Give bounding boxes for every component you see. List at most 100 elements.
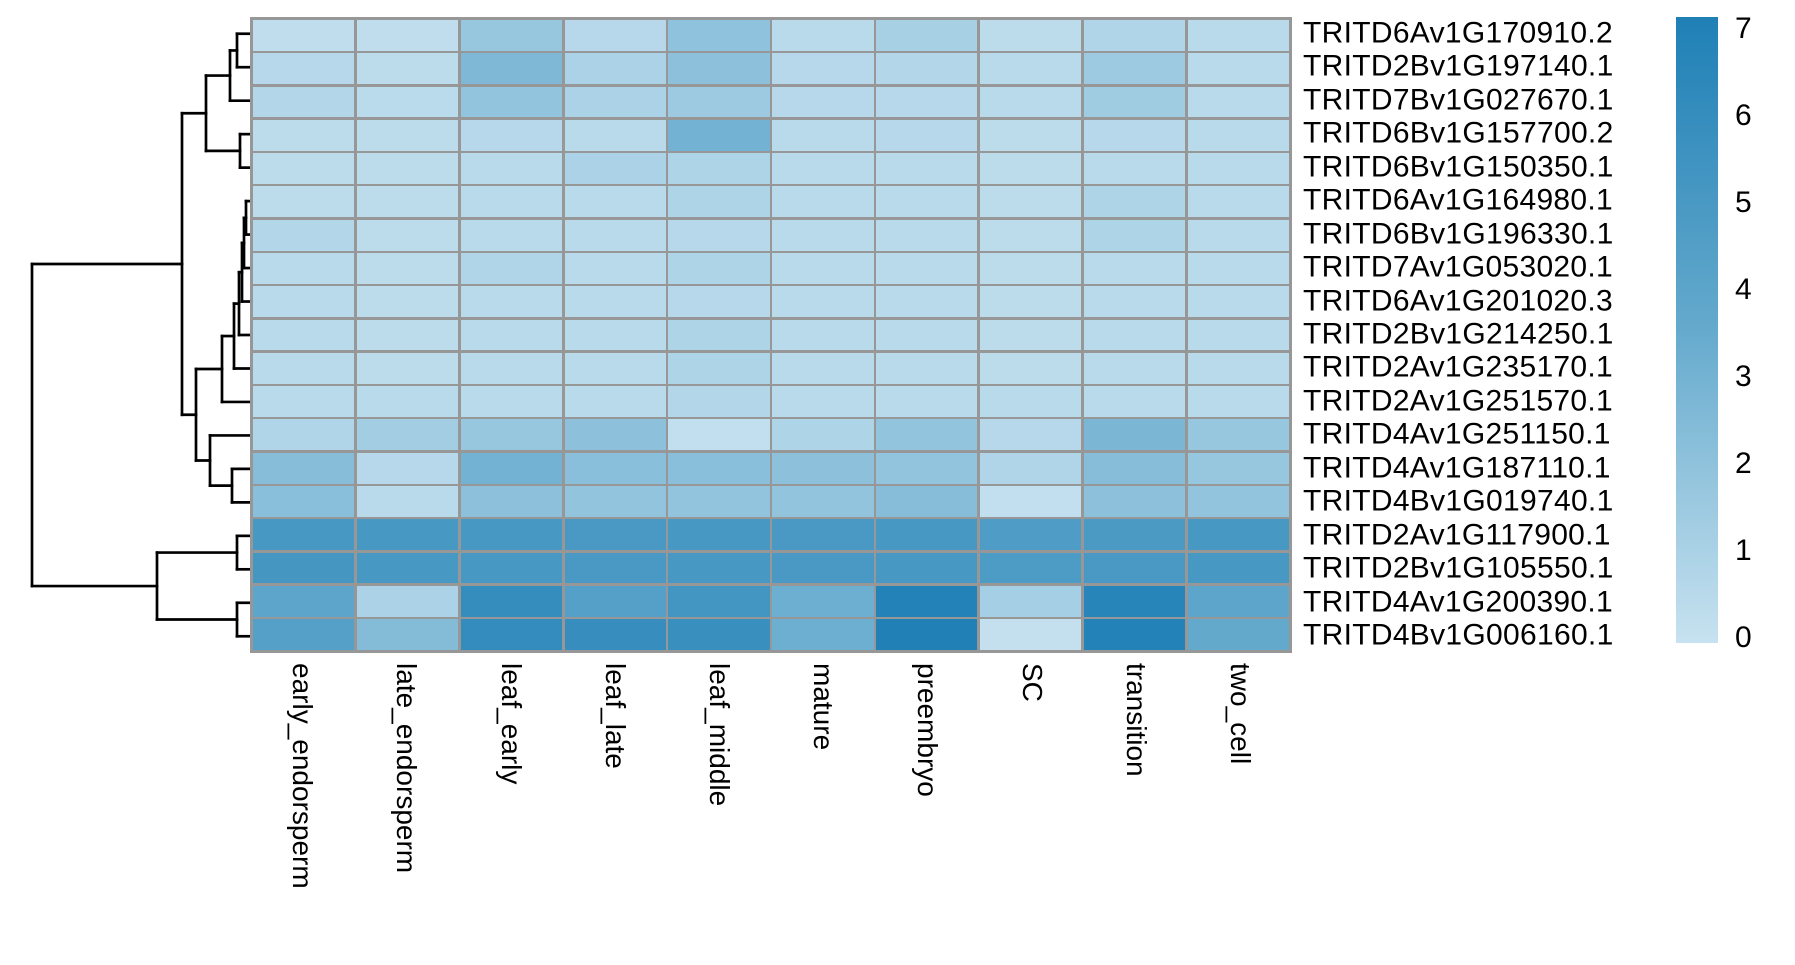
heatmap-cell bbox=[253, 153, 355, 184]
column-label: leaf_early bbox=[495, 663, 527, 785]
heatmap-cell bbox=[772, 186, 874, 218]
heatmap-cell bbox=[356, 619, 459, 650]
heatmap-cell bbox=[979, 153, 1082, 184]
heatmap-cell bbox=[460, 153, 563, 184]
heatmap-cell bbox=[460, 219, 563, 251]
heatmap-cell bbox=[1187, 352, 1289, 384]
heatmap-cell bbox=[253, 419, 355, 451]
heatmap-cell bbox=[772, 486, 874, 517]
heatmap-cell bbox=[1187, 486, 1289, 517]
heatmap-cell bbox=[1083, 153, 1186, 184]
row-label: TRITD2Bv1G214250.1 bbox=[1303, 317, 1614, 351]
heatmap-cell bbox=[253, 452, 355, 484]
heatmap-cell bbox=[668, 286, 770, 318]
colorbar-tick-label: 7 bbox=[1735, 12, 1752, 45]
heatmap-cell bbox=[253, 86, 355, 118]
heatmap-cell bbox=[668, 53, 770, 85]
heatmap-cell bbox=[564, 286, 666, 318]
heatmap-cell bbox=[979, 186, 1082, 218]
heatmap-cell bbox=[564, 452, 666, 484]
heatmap-cell bbox=[668, 519, 770, 551]
heatmap-cell bbox=[668, 619, 770, 650]
heatmap-cell bbox=[772, 253, 874, 284]
heatmap-cell bbox=[460, 253, 563, 284]
heatmap-cell bbox=[979, 119, 1082, 151]
heatmap-cell bbox=[772, 552, 874, 584]
heatmap-cell bbox=[979, 486, 1082, 517]
row-label: TRITD7Av1G053020.1 bbox=[1303, 250, 1614, 284]
heatmap-cell bbox=[1083, 452, 1186, 484]
heatmap-cell bbox=[772, 386, 874, 417]
heatmap-cell bbox=[668, 486, 770, 517]
heatmap-cell bbox=[1187, 286, 1289, 318]
heatmap-cell bbox=[772, 452, 874, 484]
heatmap-cell bbox=[460, 352, 563, 384]
heatmap-cell bbox=[564, 219, 666, 251]
heatmap-cell bbox=[460, 386, 563, 417]
heatmap-cell bbox=[460, 319, 563, 351]
heatmap-cell bbox=[876, 186, 978, 218]
heatmap-cell bbox=[253, 319, 355, 351]
row-label: TRITD2Av1G117900.1 bbox=[1303, 518, 1611, 552]
heatmap-cell bbox=[460, 419, 563, 451]
heatmap-cell bbox=[876, 286, 978, 318]
heatmap-cell bbox=[1083, 319, 1186, 351]
row-label: TRITD4Av1G251150.1 bbox=[1303, 417, 1611, 451]
heatmap-cell bbox=[979, 619, 1082, 650]
heatmap-cell bbox=[979, 419, 1082, 451]
heatmap-cell bbox=[876, 419, 978, 451]
heatmap-cell bbox=[253, 119, 355, 151]
heatmap-cell bbox=[253, 585, 355, 617]
heatmap-cell bbox=[876, 253, 978, 284]
row-label: TRITD6Bv1G157700.2 bbox=[1303, 116, 1614, 150]
heatmap-cell bbox=[1187, 53, 1289, 85]
heatmap-cell bbox=[564, 186, 666, 218]
heatmap-cell bbox=[1187, 20, 1289, 51]
row-label: TRITD6Av1G164980.1 bbox=[1303, 183, 1614, 217]
heatmap-cell bbox=[668, 319, 770, 351]
heatmap-cell bbox=[356, 86, 459, 118]
colorbar-tick-label: 3 bbox=[1735, 360, 1752, 393]
heatmap-cell bbox=[253, 619, 355, 650]
heatmap-cell bbox=[668, 186, 770, 218]
heatmap-cell bbox=[772, 153, 874, 184]
heatmap-cell bbox=[356, 486, 459, 517]
heatmap-cell bbox=[460, 119, 563, 151]
heatmap-cell bbox=[979, 253, 1082, 284]
column-label: preembryo bbox=[912, 663, 944, 797]
heatmap-cell bbox=[668, 352, 770, 384]
heatmap-grid bbox=[250, 17, 1292, 653]
heatmap-cell bbox=[1187, 186, 1289, 218]
heatmap-cell bbox=[876, 319, 978, 351]
heatmap-cell bbox=[979, 386, 1082, 417]
heatmap-cell bbox=[876, 619, 978, 650]
heatmap-cell bbox=[979, 219, 1082, 251]
heatmap-cell bbox=[772, 53, 874, 85]
heatmap-cell bbox=[1083, 585, 1186, 617]
heatmap-cell bbox=[876, 486, 978, 517]
column-label: transition bbox=[1120, 663, 1152, 777]
row-label: TRITD6Av1G170910.2 bbox=[1303, 16, 1614, 50]
heatmap-cell bbox=[772, 219, 874, 251]
heatmap-cell bbox=[564, 419, 666, 451]
heatmap-cell bbox=[356, 186, 459, 218]
column-label: two_cell bbox=[1224, 663, 1256, 765]
heatmap-cell bbox=[564, 20, 666, 51]
heatmap-cell bbox=[253, 486, 355, 517]
heatmap-cell bbox=[979, 352, 1082, 384]
heatmap-cell bbox=[460, 486, 563, 517]
heatmap-cell bbox=[253, 253, 355, 284]
heatmap-cell bbox=[253, 286, 355, 318]
heatmap-cell bbox=[876, 20, 978, 51]
heatmap-cell bbox=[460, 186, 563, 218]
dendrogram-links bbox=[30, 32, 252, 638]
heatmap-cell bbox=[356, 452, 459, 484]
heatmap-cell bbox=[1187, 153, 1289, 184]
heatmap-cell bbox=[1083, 119, 1186, 151]
heatmap-cell bbox=[772, 585, 874, 617]
heatmap-cell bbox=[668, 119, 770, 151]
heatmap-cell bbox=[979, 519, 1082, 551]
heatmap-cell bbox=[1187, 319, 1289, 351]
heatmap-cell bbox=[460, 20, 563, 51]
